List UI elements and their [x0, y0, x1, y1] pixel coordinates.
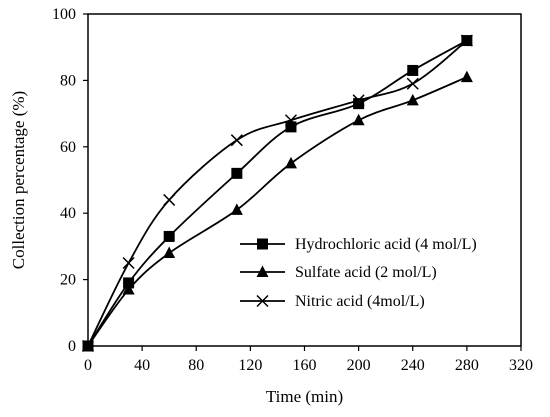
axes: 0 40 80 120 160 200 240 280 320 0 20 40 60 80 100: [52, 6, 533, 374]
data-point-triangle: [460, 70, 473, 83]
data-point-cross: [122, 256, 135, 270]
x-tick-label: 160: [293, 357, 317, 374]
x-tick-label: 320: [509, 357, 533, 374]
x-tick-label: 280: [455, 357, 479, 374]
x-tick-label: 240: [401, 357, 425, 374]
legend-label: Nitric acid (4mol/L): [295, 293, 425, 310]
y-tick-label: 80: [60, 72, 76, 89]
data-point-square: [163, 230, 175, 242]
data-point-cross: [352, 94, 365, 107]
y-tick-label: 0: [68, 338, 76, 355]
legend-item: Nitric acid (4mol/L): [240, 293, 425, 310]
x-tick-label: 40: [134, 357, 150, 374]
data-point-triangle: [352, 113, 365, 126]
y-tick-label: 100: [52, 6, 76, 23]
legend-item: Hydrochloric acid (4 mol/L): [240, 236, 477, 253]
y-axis-label: Collection percentage (%): [9, 91, 28, 269]
data-point-triangle: [284, 156, 297, 169]
data-point-square: [407, 64, 419, 76]
x-tick-label: 0: [84, 357, 92, 374]
data-point-square: [123, 277, 135, 289]
data-point-cross: [406, 77, 419, 90]
legend-marker-cross: [256, 294, 269, 308]
legend: Hydrochloric acid (4 mol/L) Sulfate acid …: [240, 236, 477, 310]
data-point-triangle: [122, 283, 135, 295]
legend-label: Hydrochloric acid (4 mol/L): [295, 236, 477, 253]
data-point-square: [353, 98, 365, 110]
data-point-square: [231, 167, 243, 179]
y-tick-label: 40: [60, 205, 76, 222]
y-tick-label: 20: [60, 272, 76, 289]
x-tick-label: 80: [188, 357, 204, 374]
data-point-triangle: [406, 93, 419, 106]
y-tick-label: 60: [60, 139, 76, 156]
series-cross: [81, 34, 473, 353]
data-point-triangle: [230, 203, 243, 215]
legend-label: Sulfate acid (2 mol/L): [295, 264, 437, 281]
data-point-cross: [284, 114, 297, 127]
data-point-triangle: [163, 246, 176, 259]
x-tick-label: 200: [347, 357, 371, 374]
data-point-cross: [230, 134, 243, 147]
data-point-square: [285, 121, 297, 133]
plot-area: [81, 34, 473, 353]
data-point-cross: [163, 193, 176, 206]
legend-item: Sulfate acid (2 mol/L): [240, 264, 437, 281]
legend-marker-square: [257, 238, 268, 250]
legend-marker-triangle: [256, 265, 269, 277]
x-axis-label: Time (min): [266, 387, 343, 406]
data-point-cross: [460, 34, 473, 47]
x-tick-label: 120: [238, 357, 262, 374]
